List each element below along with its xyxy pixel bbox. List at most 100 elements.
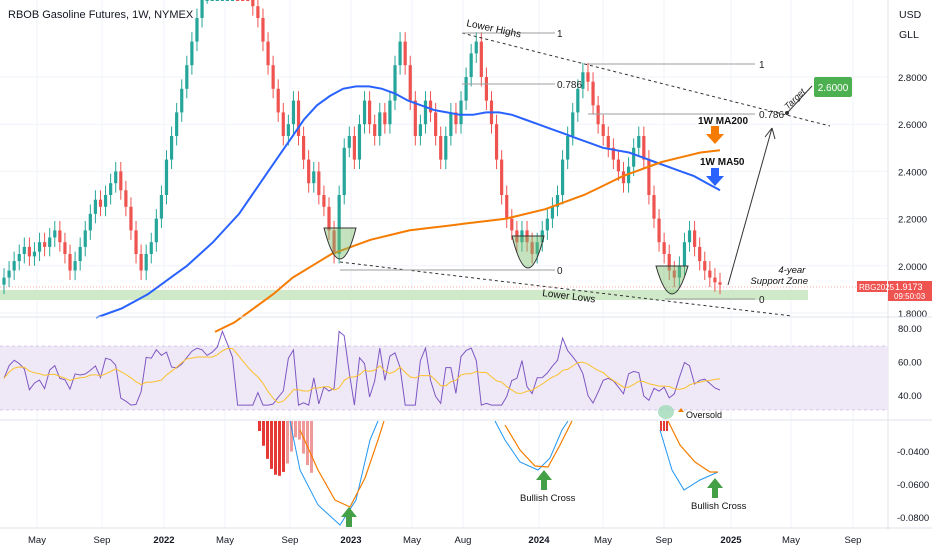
candle-body — [317, 171, 321, 195]
candle-body — [296, 100, 301, 136]
candle-body — [210, 0, 214, 1]
candle-body — [687, 230, 692, 243]
candle-body — [17, 254, 21, 262]
time-tick-label: Sep — [656, 535, 673, 546]
cup-2 — [511, 235, 545, 269]
candle-body — [383, 112, 387, 125]
macd-bar — [306, 421, 309, 466]
price-tick-label: 1.8000 — [898, 309, 927, 320]
candle-body — [637, 136, 641, 148]
candle-body — [88, 213, 92, 231]
fib-a-0786: 0.786 — [557, 80, 582, 91]
candle-body — [93, 199, 98, 214]
candle-body — [682, 242, 687, 266]
candle-body — [464, 77, 468, 101]
candle-body — [428, 100, 433, 113]
candle-body — [164, 159, 169, 195]
candle-body — [611, 147, 615, 160]
time-tick-label: Aug — [455, 535, 472, 546]
candle-body — [2, 277, 6, 285]
macd-bar — [266, 421, 269, 459]
candle-body — [632, 147, 636, 167]
candle-body — [423, 100, 428, 125]
candle-body — [566, 136, 570, 160]
candle-body — [693, 230, 697, 247]
target-point — [785, 111, 789, 115]
candle-body — [510, 218, 514, 231]
macd-bar — [294, 421, 297, 438]
price-tick-label: 2.8000 — [898, 73, 927, 84]
bullish-cross-arrow-1 — [341, 507, 357, 527]
fib-a-1: 1 — [557, 29, 563, 40]
ma50-line — [95, 85, 721, 319]
candle-body — [134, 230, 138, 254]
candle-body — [388, 100, 392, 125]
candle-body — [103, 195, 108, 207]
fib-set-a — [340, 32, 555, 271]
oversold-marker — [658, 405, 674, 419]
candle-body — [291, 100, 296, 125]
oversold-label: Oversold — [686, 410, 722, 420]
macd-bar — [278, 421, 281, 476]
macd-bar — [274, 421, 277, 475]
symbol-badge-label: RBG2025 — [859, 283, 895, 292]
price-tick-label: 2.6000 — [898, 120, 927, 131]
candle-body — [449, 112, 453, 136]
time-tick-label: 2025 — [720, 535, 742, 546]
lower-lows-trendline — [339, 261, 793, 317]
time-tick-label: May — [594, 535, 612, 546]
candle-body — [175, 112, 179, 136]
candle-body — [444, 136, 448, 160]
macd-signal-line — [299, 420, 718, 508]
macd-bar — [270, 421, 273, 469]
time-tick-label: May — [782, 535, 800, 546]
candle-body — [408, 65, 412, 101]
time-tick-label: Sep — [94, 535, 111, 546]
candle-body — [368, 100, 372, 125]
fib-b-1: 1 — [759, 60, 765, 71]
unit-label[interactable]: GLL — [899, 29, 919, 41]
candle-body — [373, 124, 377, 136]
time-tick-label: 2024 — [528, 535, 550, 546]
rsi-tick-label: 40.00 — [898, 391, 922, 402]
candle-body — [530, 242, 534, 254]
candle-body — [200, 0, 204, 18]
macd-bar — [310, 421, 313, 473]
bullish-cross-label-1: Bullish Cross — [520, 493, 576, 504]
currency-label[interactable]: USD — [899, 9, 922, 21]
candle-body — [286, 124, 290, 136]
candle-body — [677, 265, 681, 278]
candle-body — [703, 261, 707, 271]
time-tick-label: 2022 — [153, 535, 174, 546]
candle-body — [114, 171, 118, 184]
candle-body — [256, 6, 260, 18]
candle-body — [535, 242, 539, 254]
candles-layer — [2, 0, 722, 295]
macd-bar — [258, 421, 261, 431]
candle-body — [698, 246, 702, 262]
candle-body — [83, 230, 87, 247]
price-tick-label: 2.4000 — [898, 167, 927, 178]
candle-body — [616, 159, 621, 172]
time-tick-label: Sep — [845, 535, 862, 546]
candle-body — [672, 270, 676, 278]
candle-body — [657, 218, 661, 243]
macd-tick-label: -0.0800 — [897, 513, 929, 524]
price-ticks: 2.8000 2.6000 2.4000 2.2000 2.0000 1.8000 — [898, 73, 927, 320]
candle-body — [500, 159, 504, 195]
candle-body — [505, 195, 509, 219]
candle-body — [713, 277, 717, 283]
bullish-cross-label-2: Bullish Cross — [691, 501, 747, 512]
candle-body — [571, 112, 575, 136]
time-tick-label: 2023 — [340, 535, 361, 546]
target-arrow — [787, 85, 813, 113]
bullish-cross-arrow-2 — [536, 470, 552, 490]
candle-body — [68, 254, 72, 271]
macd-ticks: -0.0400 -0.0600 -0.0800 — [897, 447, 929, 524]
rsi-ma-line — [3, 348, 721, 404]
candle-body — [169, 136, 174, 160]
candle-body — [159, 195, 164, 219]
candle-body — [667, 254, 671, 271]
price-tick-label: 2.2000 — [898, 215, 927, 226]
